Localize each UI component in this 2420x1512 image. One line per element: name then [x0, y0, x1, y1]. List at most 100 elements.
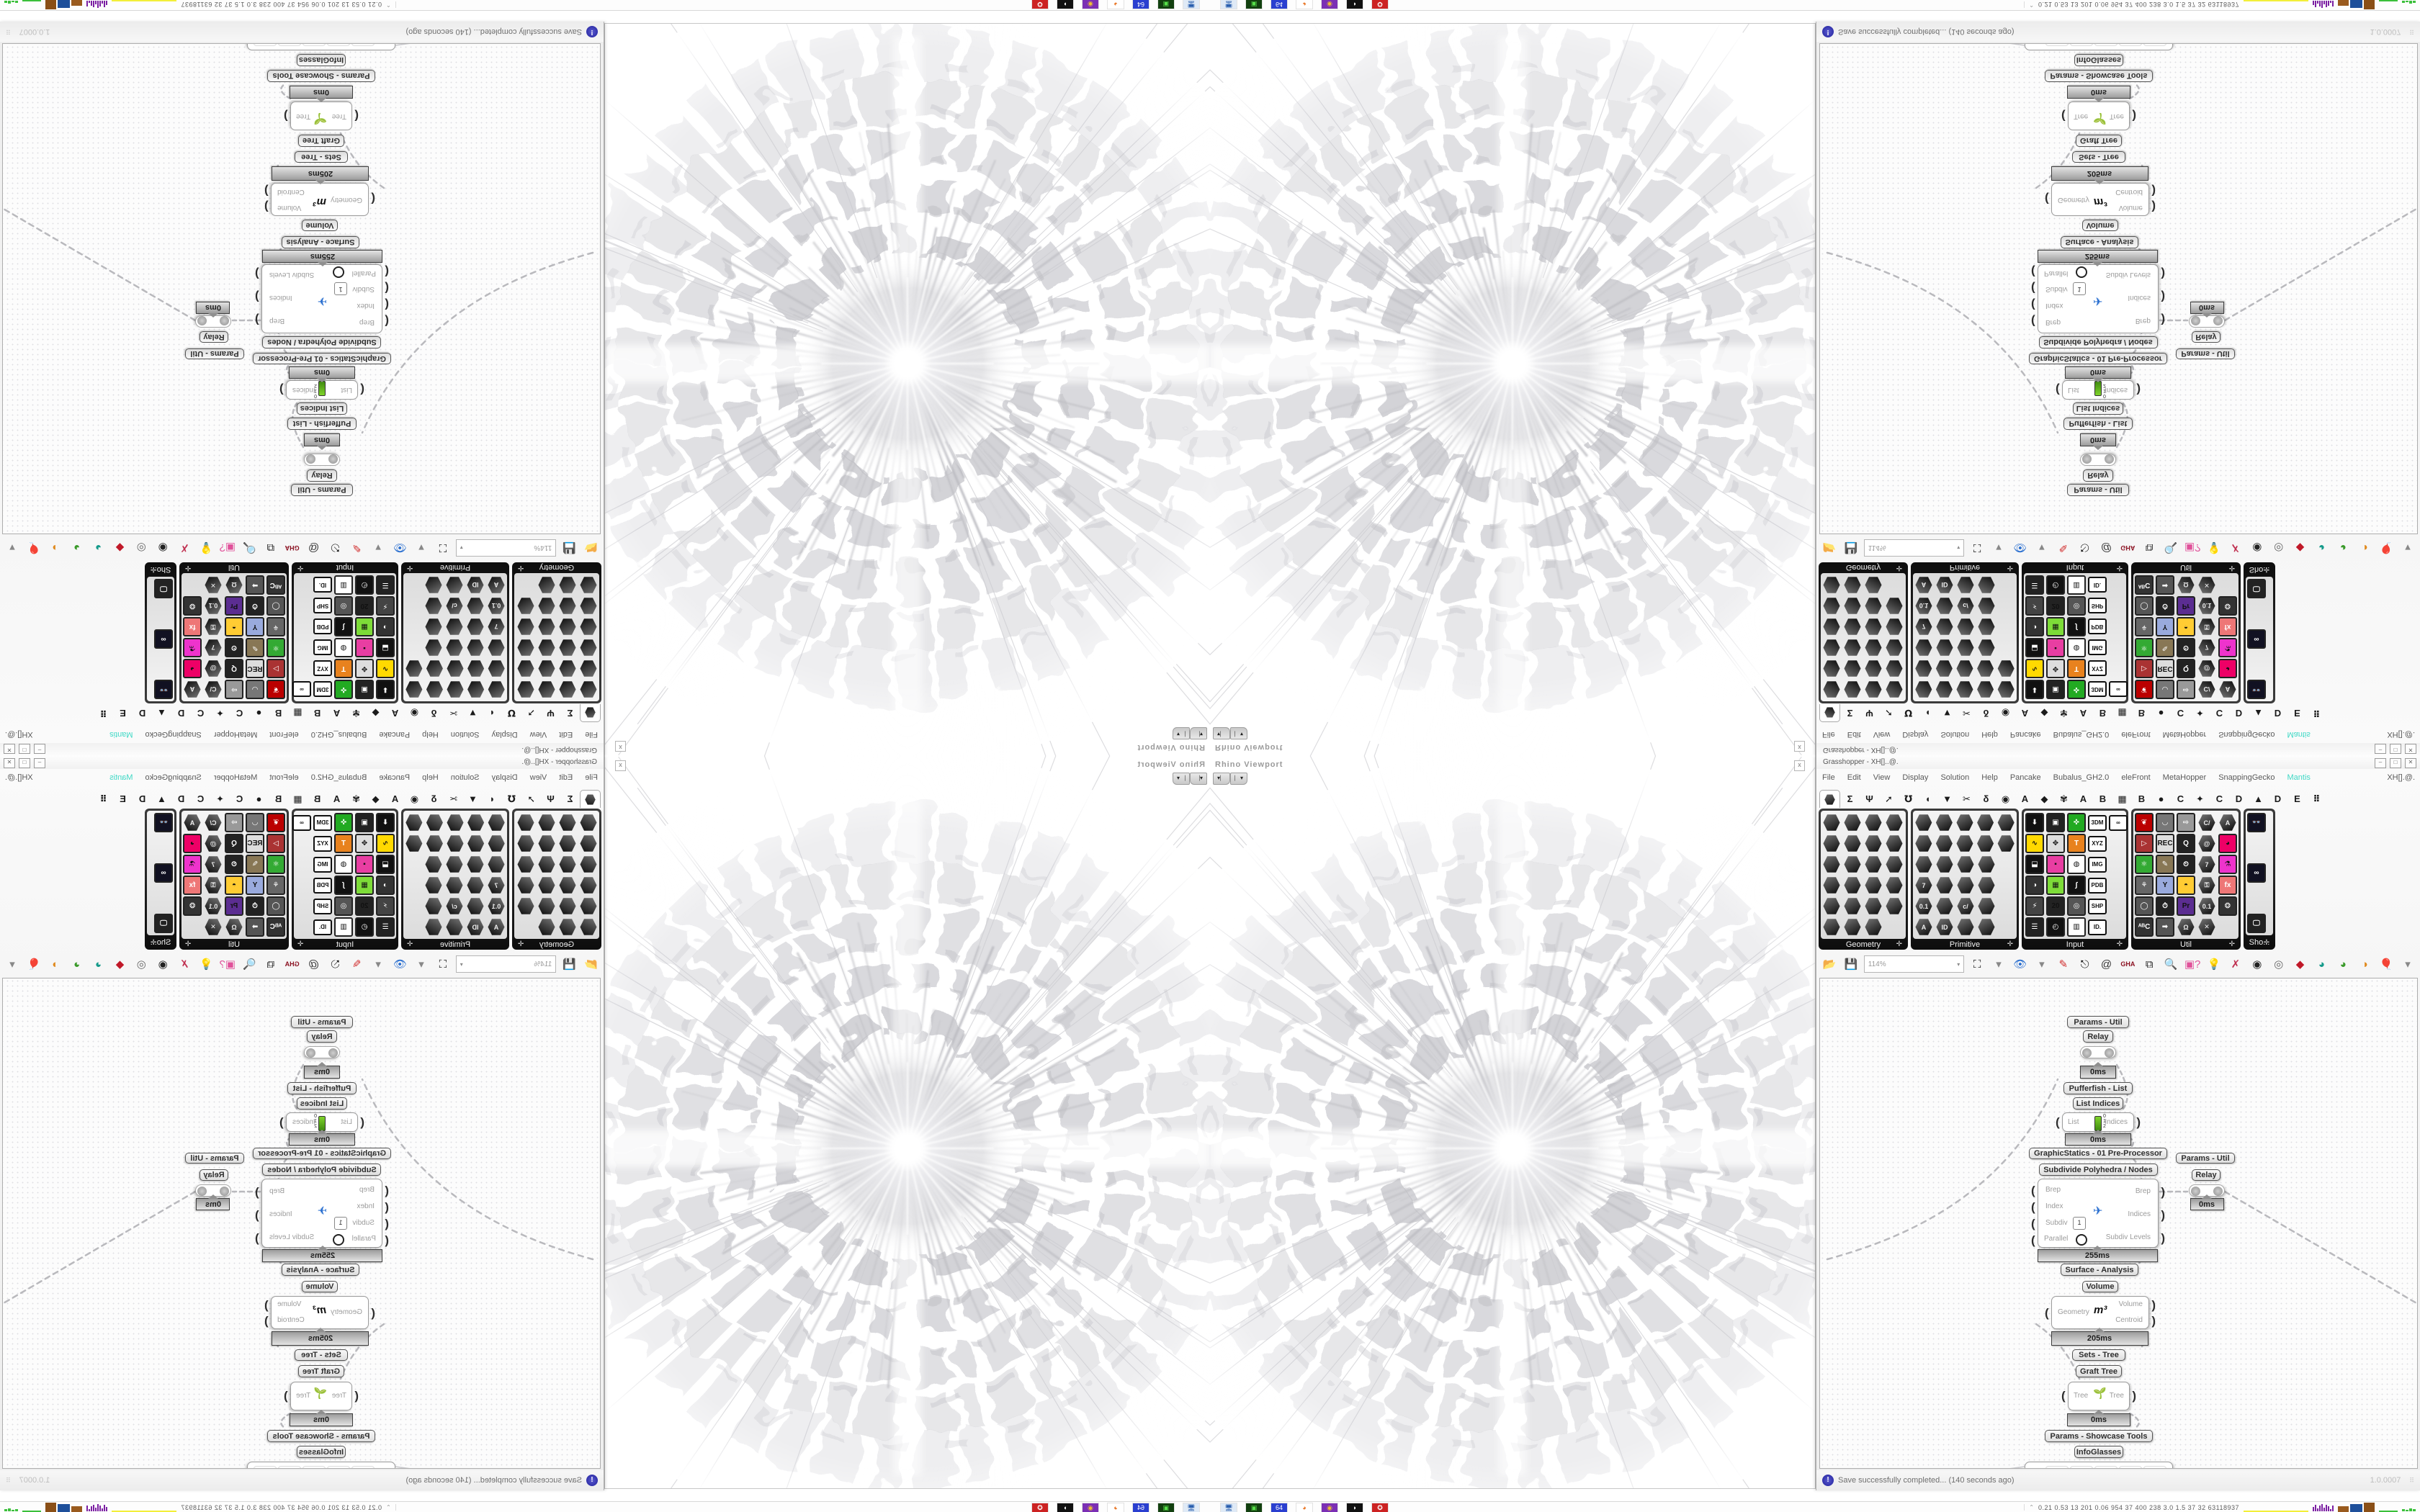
palette-component-icon[interactable]: ⏱: [246, 896, 264, 916]
window-flag-icon[interactable]: ⧉: [2145, 958, 2154, 971]
palette-component-icon[interactable]: [1822, 576, 1841, 595]
sketch-pen-icon[interactable]: ✎: [351, 958, 362, 971]
palette-component-icon[interactable]: ⏱: [2156, 896, 2174, 916]
component-tab[interactable]: ✦: [216, 708, 224, 719]
menu-item-display[interactable]: Display: [1902, 730, 1929, 739]
palette-component-icon[interactable]: [537, 597, 556, 616]
component-tab[interactable]: D: [2235, 708, 2243, 719]
menu-item-solution[interactable]: Solution: [450, 730, 480, 739]
palette-component-icon[interactable]: ✕: [2197, 918, 2216, 937]
component-tab[interactable]: [580, 704, 601, 722]
component-tab[interactable]: ●: [256, 708, 262, 719]
rings-icon[interactable]: ◎: [2274, 541, 2284, 554]
palette-component-icon[interactable]: [466, 639, 485, 657]
palette-component-icon[interactable]: [1843, 855, 1862, 874]
palette-component-icon[interactable]: ⬇: [2025, 680, 2044, 699]
viewport-collapse-button[interactable]: ▾⎸: [1213, 773, 1230, 785]
palette-component-icon[interactable]: ✥: [2046, 834, 2065, 853]
grasshopper-title-bar[interactable]: Grasshopper - XH[]..@. – □ ✕: [0, 743, 604, 756]
palette-component-icon[interactable]: ☰: [2025, 917, 2044, 937]
palette-component-icon[interactable]: ⬇: [2025, 813, 2044, 832]
group-label-node[interactable]: Params - Util: [185, 348, 244, 359]
palette-component-icon[interactable]: ◕: [2218, 834, 2237, 853]
palette-component-icon[interactable]: ▪: [2046, 855, 2065, 874]
component-tab[interactable]: ⠿: [2313, 708, 2321, 719]
palette-component-icon[interactable]: ✥: [355, 659, 374, 678]
palette-component-icon[interactable]: [426, 834, 444, 853]
component-tab[interactable]: C: [197, 793, 205, 804]
palette-component-icon[interactable]: [1914, 639, 1933, 657]
palette-component-icon[interactable]: [1843, 876, 1862, 895]
dropdown[interactable]: ▾: [9, 958, 15, 971]
badge-app-icon[interactable]: ✪: [1031, 1503, 1049, 1512]
palette-component-icon[interactable]: 3DM: [313, 680, 332, 699]
palette-component-icon[interactable]: ◡: [246, 680, 264, 699]
palette-component-icon[interactable]: ▥: [2067, 575, 2086, 595]
menu-item-view[interactable]: View: [1873, 773, 1891, 782]
at-icon[interactable]: @: [2100, 541, 2112, 554]
palette-component-icon[interactable]: REC: [2156, 834, 2174, 853]
palette-component-icon[interactable]: 7: [204, 639, 223, 657]
component-tab[interactable]: ▦: [2118, 708, 2127, 719]
menu-item-display[interactable]: Display: [491, 730, 518, 739]
palette-component-icon[interactable]: [1976, 834, 1995, 853]
group-label-node[interactable]: Subdivide Polyhedra / Nodes: [262, 336, 382, 348]
group-label-node[interactable]: Relay: [200, 1169, 228, 1181]
component-tab[interactable]: D: [2235, 793, 2243, 804]
palette-component-icon[interactable]: 7: [1914, 876, 1933, 895]
group-label-node[interactable]: Surface - Analysis: [2061, 1264, 2138, 1276]
menu-item-elefront[interactable]: eleFront: [2121, 730, 2151, 739]
palette-component-icon[interactable]: 0.1: [204, 897, 223, 916]
group-label-node[interactable]: Params - Showcase Tools: [267, 1430, 375, 1442]
palette-component-icon[interactable]: ◑: [2025, 617, 2044, 636]
palette-component-icon[interactable]: ▥: [334, 917, 353, 937]
palette-component-icon[interactable]: C/: [204, 680, 223, 699]
save64-app-icon[interactable]: 64: [1132, 0, 1150, 9]
open-file-icon[interactable]: 📂: [1822, 541, 1837, 554]
component-tab[interactable]: ▲: [2254, 793, 2263, 804]
palette-component-icon[interactable]: [424, 618, 443, 636]
palette-component-icon[interactable]: [1935, 814, 1954, 832]
component-tab[interactable]: ●: [256, 793, 262, 804]
palette-component-icon[interactable]: ID: [466, 918, 485, 937]
zoom-extents-icon[interactable]: ⛶: [439, 958, 447, 971]
palette-component-icon[interactable]: ◕: [183, 834, 202, 853]
palette-component-icon[interactable]: ∿: [376, 834, 395, 853]
palette-component-icon[interactable]: ⚡: [376, 896, 395, 916]
zoom-extents-icon[interactable]: ⛶: [1973, 958, 1981, 971]
group-label-node[interactable]: Sets - Tree: [2072, 1349, 2125, 1361]
preview-eye-icon[interactable]: 👁: [393, 541, 407, 554]
palette-component-icon[interactable]: [424, 597, 443, 616]
palette-component-icon[interactable]: Q: [2177, 659, 2195, 678]
palette-expand-icon[interactable]: ✛: [151, 938, 157, 947]
close-button[interactable]: ✕: [2405, 758, 2416, 768]
palette-component-icon[interactable]: [405, 814, 424, 832]
dropdown[interactable]: ▾: [1996, 541, 2002, 554]
palette-component-icon[interactable]: [405, 680, 424, 699]
palette-component-icon[interactable]: ⚿: [2197, 876, 2216, 895]
dropdown[interactable]: ▾: [2405, 541, 2411, 554]
palette-component-icon[interactable]: 0.1: [1914, 597, 1933, 616]
preview-eye-icon[interactable]: 👁: [2013, 541, 2027, 554]
gha-icon[interactable]: GHA: [284, 960, 300, 968]
palette-component-icon[interactable]: [537, 660, 556, 678]
palette-component-icon[interactable]: ✎: [246, 638, 264, 657]
palette-expand-icon[interactable]: ✛: [407, 940, 413, 948]
terminal-app-icon[interactable]: ▣: [1245, 0, 1263, 9]
component-tab[interactable]: Σ: [1847, 708, 1853, 719]
palette-component-icon[interactable]: A: [2218, 680, 2237, 699]
component-tab[interactable]: ◖: [489, 708, 496, 719]
palette-component-icon[interactable]: [1822, 680, 1841, 699]
component-tab[interactable]: ◆: [372, 793, 380, 804]
orange-sphere-icon[interactable]: ◑: [2361, 541, 2368, 554]
palette-component-icon[interactable]: [1843, 918, 1862, 937]
palette-component-icon[interactable]: ◕: [2218, 659, 2237, 678]
menu-item-snappinggecko[interactable]: SnappingGecko: [145, 730, 202, 739]
subdivide-polyhedra-component[interactable]: (((())) Brep Index Subdiv 1 Parallel ✈ Brep Indi…: [2031, 264, 2165, 333]
graft-tree-component[interactable]: () Tree 🌱 Tree: [284, 102, 359, 130]
palette-component-icon[interactable]: ⚘: [266, 617, 285, 636]
palette-component-icon[interactable]: [1935, 876, 1954, 895]
owl-app-icon[interactable]: ◉: [1082, 0, 1099, 9]
palette-component-icon[interactable]: [516, 855, 535, 874]
component-tab[interactable]: A: [333, 708, 341, 719]
